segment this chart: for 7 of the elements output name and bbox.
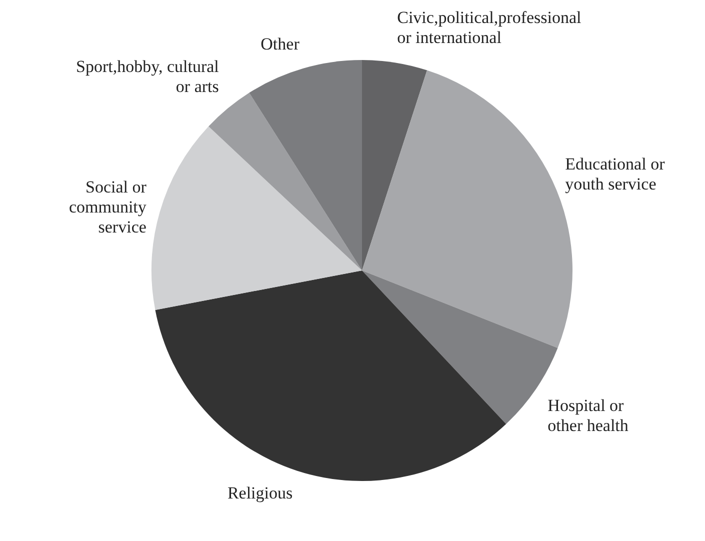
slice-label: Hospital or other health	[548, 396, 629, 436]
slice-label: Educational or youth service	[565, 154, 666, 194]
slice-label: Social or community service	[68, 177, 147, 236]
slice-label: Religious	[227, 483, 293, 502]
slice-label: Sport,hobby, cultural or arts	[76, 56, 220, 96]
slice-label: Other	[260, 34, 300, 54]
slice-label: Civic,political,professional or international	[397, 8, 582, 48]
